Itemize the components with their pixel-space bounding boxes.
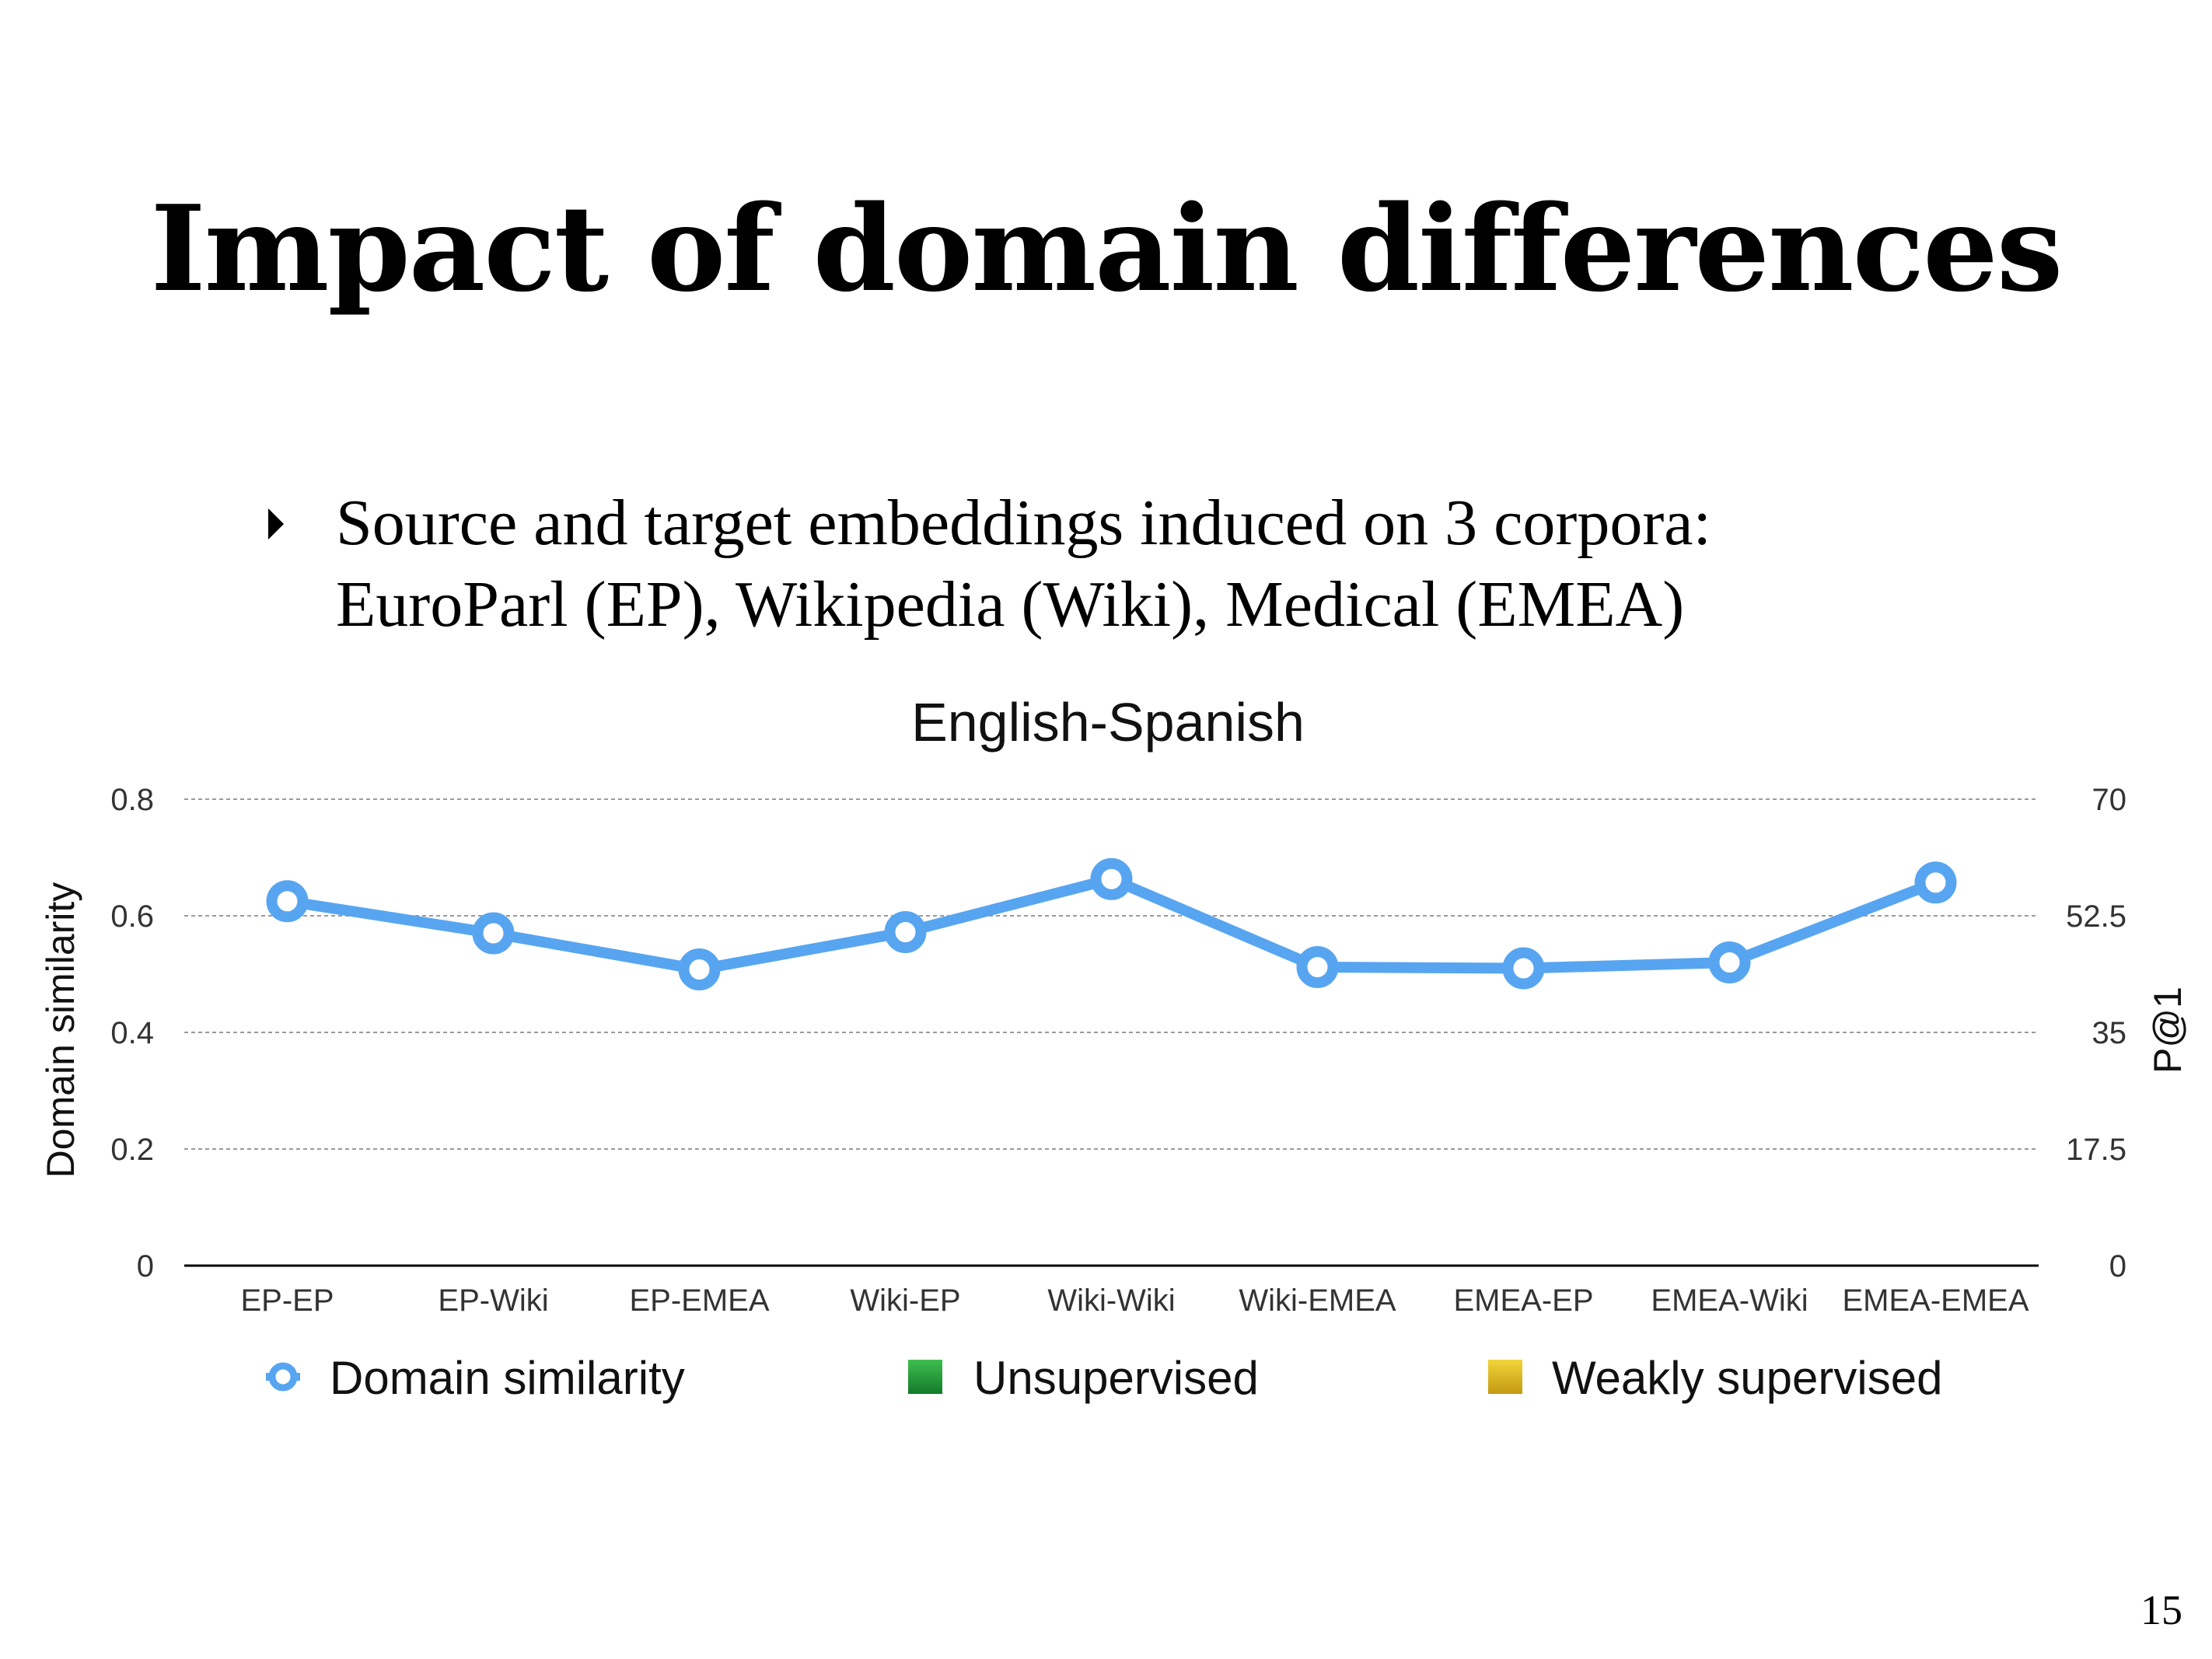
data-point [1708,941,1751,983]
y2-tick-label: 70 [2092,783,2127,817]
bullet-line-1: Source and target embeddings induced on … [336,487,1711,559]
legend-item-unsupervised: Unsupervised [908,1352,1259,1404]
x-axis-ticks: EP-EP EP-Wiki EP-EMEA Wiki-EP Wiki-Wiki Wiki-… [240,1284,2029,1318]
data-point [266,880,309,923]
x-tick-label: EMEA-Wiki [1651,1284,1808,1318]
y-tick-label: 0.8 [110,783,154,817]
data-point [1296,946,1339,988]
y-tick-label: 0 [137,1249,154,1284]
series-domain-similarity [266,857,1957,990]
legend-marker-icon [268,1362,298,1392]
legend-swatch-unsupervised-icon [908,1360,942,1394]
legend-label-unsupervised: Unsupervised [973,1352,1259,1404]
bullet-triangle-icon [268,508,284,540]
legend-label-domain-similarity: Domain similarity [330,1352,685,1404]
x-tick-label: EP-EMEA [629,1284,769,1318]
bullet-point: Source and target embeddings induced on … [268,482,2056,645]
x-tick-label: EP-EP [240,1284,334,1318]
y-axis-ticks: 0 0.2 0.4 0.6 0.8 [110,783,154,1284]
y-tick-label: 0.6 [110,899,154,934]
x-tick-label: Wiki-EP [850,1284,960,1318]
y2-tick-label: 35 [2092,1016,2127,1050]
data-point [1502,947,1545,990]
y-tick-label: 0.2 [110,1133,154,1167]
bullet-line-2: EuroParl (EP), Wikipedia (Wiki), Medical… [336,568,1685,641]
data-point [1914,861,1957,904]
data-point [1090,857,1133,900]
legend-item-domain-similarity: Domain similarity [266,1352,685,1404]
y2-axis-ticks: 0 17.5 35 52.5 70 [2066,783,2126,1284]
y-tick-label: 0.4 [110,1016,154,1050]
legend-label-weakly-supervised: Weakly supervised [1552,1352,1942,1404]
y2-tick-label: 17.5 [2066,1133,2126,1167]
y2-tick-label: 52.5 [2066,899,2126,934]
x-tick-label: EMEA-EP [1453,1284,1593,1318]
bullet-text: Source and target embeddings induced on … [336,482,2056,645]
slide-title: Impact of domain differences [150,179,2063,318]
data-point [884,911,927,953]
x-tick-label: EMEA-EMEA [1842,1284,2029,1318]
y2-tick-label: 0 [2109,1249,2126,1284]
y2-axis-title: P@1 [2146,987,2189,1074]
legend-item-weakly-supervised: Weakly supervised [1488,1352,1942,1404]
chart-title: English-Spanish [911,692,1305,753]
y-axis-title: Domain similarity [39,882,82,1179]
data-point [678,948,721,990]
x-tick-label: Wiki-Wiki [1047,1284,1175,1318]
legend-swatch-weakly-supervised-icon [1488,1360,1522,1394]
legend: Domain similarity Unsupervised Weakly su… [266,1352,1942,1404]
x-tick-label: EP-Wiki [438,1284,548,1318]
x-tick-label: Wiki-EMEA [1239,1284,1396,1318]
page-number: 15 [2140,1587,2182,1633]
data-point [472,912,515,955]
